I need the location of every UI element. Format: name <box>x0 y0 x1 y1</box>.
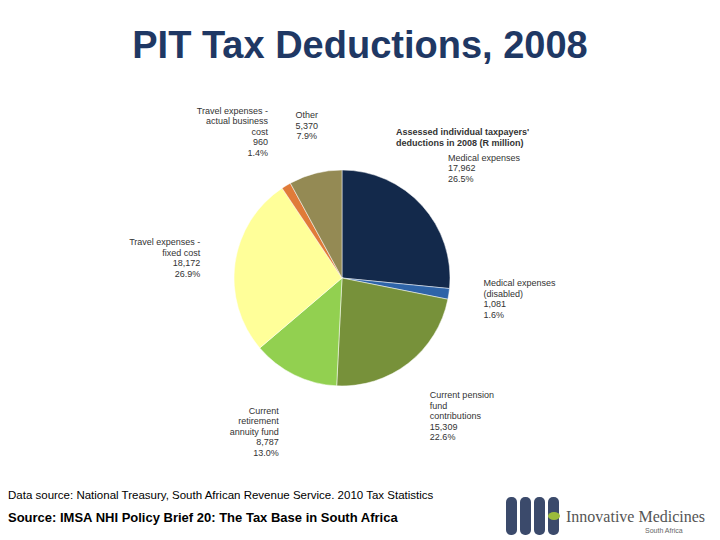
svg-text:Assessed individual taxpayers': Assessed individual taxpayers'deductions… <box>396 127 529 148</box>
svg-text:Other5,3707.9%: Other5,3707.9% <box>295 110 318 141</box>
svg-text:Medical expenses17,96226.5%: Medical expenses17,96226.5% <box>448 153 521 184</box>
svg-text:Medical expenses(disabled)1,08: Medical expenses(disabled)1,0811.6% <box>483 278 556 320</box>
svg-text:Data source: National Treasury: Data source: National Treasury, South Af… <box>8 489 434 501</box>
svg-text:Travel expenses -actual busine: Travel expenses -actual businesscost9601… <box>197 106 269 158</box>
svg-text:Travel expenses -fixed cost18,: Travel expenses -fixed cost18,17226.9% <box>129 237 201 278</box>
svg-text:Source: IMSA NHI Policy Brief: Source: IMSA NHI Policy Brief 20: The Ta… <box>8 510 398 525</box>
svg-text:South Africa: South Africa <box>645 527 683 534</box>
svg-text:PIT Tax Deductions, 2008: PIT Tax Deductions, 2008 <box>132 24 587 66</box>
svg-text:Innovative Medicines: Innovative Medicines <box>566 508 705 525</box>
svg-text:Current pensionfundcontributio: Current pensionfundcontributions15,30922… <box>430 390 494 442</box>
svg-text:Currentretirementannuity fund8: Currentretirementannuity fund8,78713.0% <box>230 406 280 458</box>
